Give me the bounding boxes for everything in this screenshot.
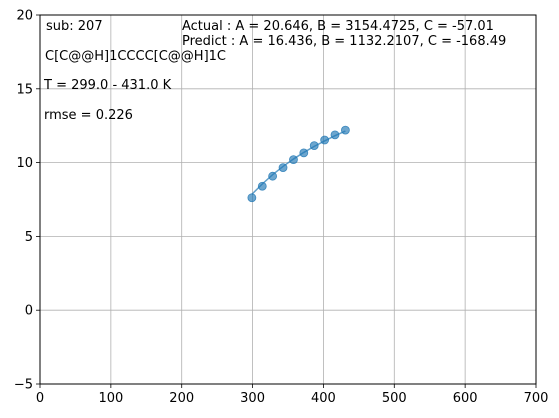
y-tick-label: 0 (25, 304, 33, 319)
annotation-sub: sub: 207 (46, 19, 103, 34)
x-tick-label: 500 (382, 391, 407, 406)
y-tick-label: −5 (14, 378, 33, 393)
annotation-smiles: C[C@@H]1CCCC[C@@H]1C (45, 49, 226, 64)
data-point (331, 131, 339, 139)
grid (40, 15, 536, 384)
x-tick-label: 100 (98, 391, 123, 406)
data-point (310, 142, 318, 150)
x-tick-label: 400 (311, 391, 336, 406)
x-tick-label: 300 (240, 391, 265, 406)
y-tick-label: 20 (16, 9, 33, 24)
annotation-actual: Actual : A = 20.646, B = 3154.4725, C = … (182, 19, 494, 34)
plot-frame (40, 15, 536, 384)
data-point (269, 172, 277, 180)
x-tick-label: 0 (36, 391, 44, 406)
data-point (321, 136, 329, 144)
annotation-rmse: rmse = 0.226 (44, 108, 133, 123)
annotation-predict: Predict : A = 16.436, B = 1132.2107, C =… (182, 34, 506, 49)
x-tick-label: 700 (524, 391, 549, 406)
y-tick-label: 5 (25, 230, 33, 245)
data-point (300, 149, 308, 157)
series-layer (248, 126, 350, 202)
data-point (341, 126, 349, 134)
data-point (258, 182, 266, 190)
y-tick-label: 15 (16, 82, 33, 97)
data-point (248, 194, 256, 202)
x-tick-label: 600 (453, 391, 478, 406)
data-point (289, 156, 297, 164)
data-point (279, 164, 287, 172)
annotation-temp-range: T = 299.0 - 431.0 K (43, 78, 172, 93)
x-tick-label: 200 (169, 391, 194, 406)
y-tick-label: 10 (16, 156, 33, 171)
